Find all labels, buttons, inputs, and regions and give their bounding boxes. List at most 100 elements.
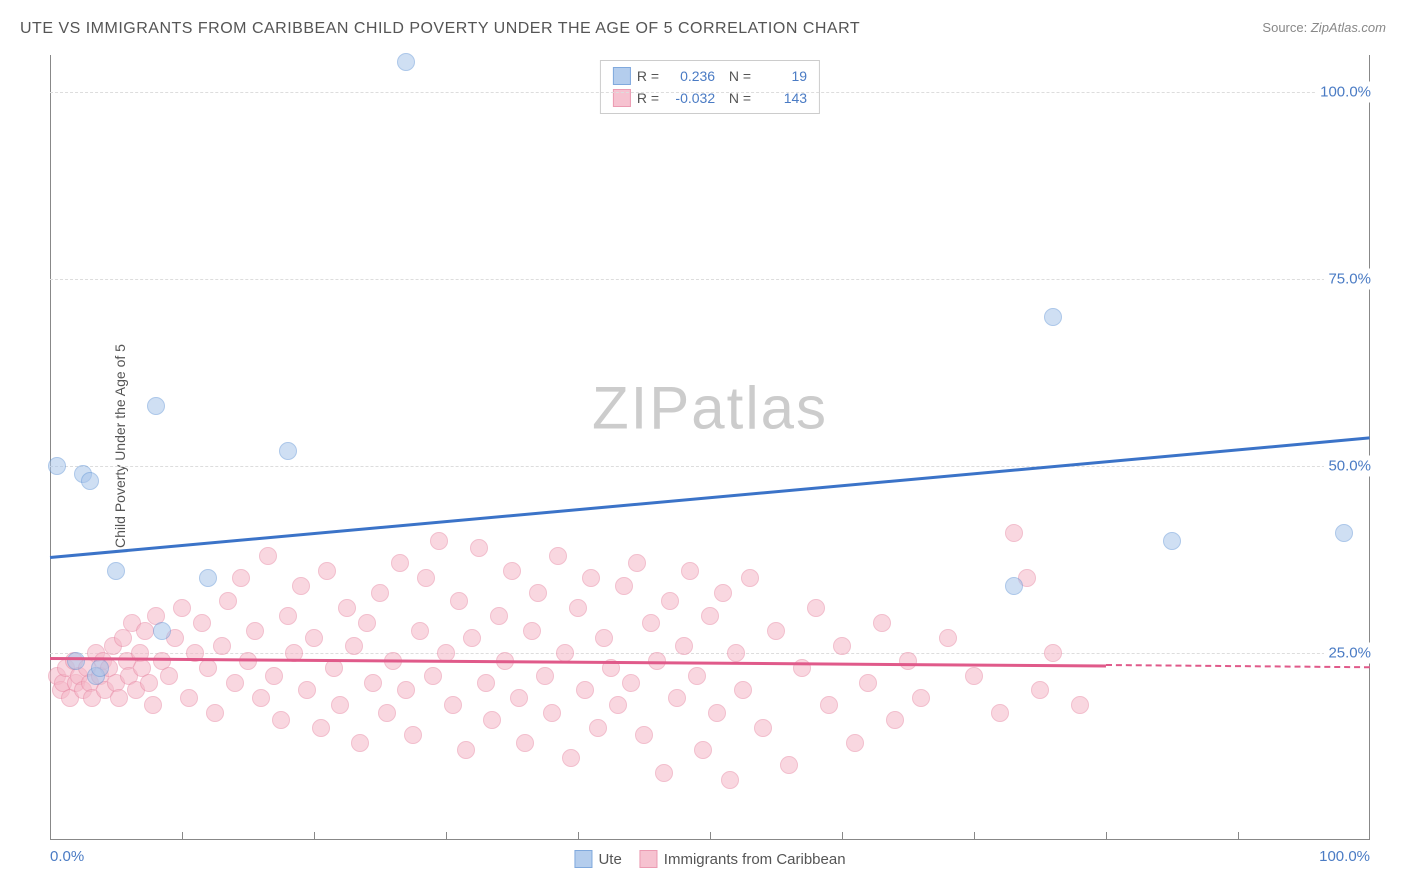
- x-tick-mark: [842, 832, 843, 840]
- caribbean-point: [272, 711, 290, 729]
- caribbean-point: [292, 577, 310, 595]
- caribbean-point: [351, 734, 369, 752]
- x-tick-max: 100.0%: [1319, 848, 1370, 865]
- caribbean-point: [252, 689, 270, 707]
- ute-point: [279, 442, 297, 460]
- caribbean-point: [899, 652, 917, 670]
- caribbean-point: [655, 764, 673, 782]
- caribbean-legend-label: Immigrants from Caribbean: [664, 851, 846, 868]
- caribbean-point: [1071, 696, 1089, 714]
- caribbean-point: [991, 704, 1009, 722]
- caribbean-point: [193, 614, 211, 632]
- caribbean-point: [734, 681, 752, 699]
- x-tick-min: 0.0%: [50, 848, 84, 865]
- legend-row-caribbean: R = -0.032 N = 143: [613, 87, 807, 109]
- watermark-atlas: atlas: [691, 375, 828, 442]
- correlation-legend: R = 0.236 N = 19 R = -0.032 N = 143: [600, 60, 820, 114]
- caribbean-point: [622, 674, 640, 692]
- caribbean-point: [701, 607, 719, 625]
- caribbean-point: [444, 696, 462, 714]
- caribbean-point: [807, 599, 825, 617]
- caribbean-point: [661, 592, 679, 610]
- caribbean-point: [279, 607, 297, 625]
- caribbean-point: [338, 599, 356, 617]
- caribbean-swatch-icon: [640, 850, 658, 868]
- x-tick-mark: [182, 832, 183, 840]
- caribbean-point: [628, 554, 646, 572]
- ute-point: [147, 397, 165, 415]
- legend-row-ute: R = 0.236 N = 19: [613, 65, 807, 87]
- caribbean-point: [364, 674, 382, 692]
- caribbean-point: [886, 711, 904, 729]
- caribbean-point: [714, 584, 732, 602]
- caribbean-point: [213, 637, 231, 655]
- caribbean-point: [160, 667, 178, 685]
- n-label: N =: [721, 68, 751, 84]
- caribbean-point: [727, 644, 745, 662]
- y-tick-label: 50.0%: [1324, 456, 1375, 477]
- caribbean-point: [404, 726, 422, 744]
- ute-point: [81, 472, 99, 490]
- ute-point: [397, 53, 415, 71]
- caribbean-point: [331, 696, 349, 714]
- caribbean-point: [345, 637, 363, 655]
- right-axis-line: [1369, 55, 1370, 840]
- watermark: ZIPatlas: [592, 374, 828, 443]
- caribbean-point: [939, 629, 957, 647]
- caribbean-point: [767, 622, 785, 640]
- caribbean-point: [378, 704, 396, 722]
- caribbean-point: [140, 674, 158, 692]
- caribbean-point: [318, 562, 336, 580]
- caribbean-point: [615, 577, 633, 595]
- ute-point: [1005, 577, 1023, 595]
- ute-legend-label: Ute: [598, 851, 621, 868]
- caribbean-point: [298, 681, 316, 699]
- gridline: [50, 92, 1370, 93]
- caribbean-point: [424, 667, 442, 685]
- gridline: [50, 466, 1370, 467]
- caribbean-point: [754, 719, 772, 737]
- caribbean-point: [688, 667, 706, 685]
- ute-point: [1163, 532, 1181, 550]
- caribbean-point: [450, 592, 468, 610]
- caribbean-point: [529, 584, 547, 602]
- caribbean-point: [411, 622, 429, 640]
- caribbean-point: [595, 629, 613, 647]
- ute-n-value: 19: [757, 68, 807, 84]
- chart-title: UTE VS IMMIGRANTS FROM CARIBBEAN CHILD P…: [20, 20, 860, 38]
- caribbean-point: [232, 569, 250, 587]
- caribbean-point: [675, 637, 693, 655]
- caribbean-point: [358, 614, 376, 632]
- scatter-chart: ZIPatlas R = 0.236 N = 19 R = -0.032 N =…: [50, 55, 1370, 840]
- caribbean-point: [965, 667, 983, 685]
- caribbean-point: [642, 614, 660, 632]
- caribbean-point: [708, 704, 726, 722]
- caribbean-point: [199, 659, 217, 677]
- y-tick-label: 75.0%: [1324, 269, 1375, 290]
- x-tick-mark: [1106, 832, 1107, 840]
- caribbean-point: [681, 562, 699, 580]
- y-axis-line: [50, 55, 51, 840]
- caribbean-point: [173, 599, 191, 617]
- caribbean-point: [859, 674, 877, 692]
- caribbean-point: [110, 689, 128, 707]
- caribbean-point: [226, 674, 244, 692]
- caribbean-point: [1031, 681, 1049, 699]
- caribbean-point: [536, 667, 554, 685]
- trend-line-dashed: [1106, 664, 1370, 668]
- caribbean-point: [477, 674, 495, 692]
- ute-point: [107, 562, 125, 580]
- series-legend: Ute Immigrants from Caribbean: [574, 850, 845, 868]
- source-label: Source:: [1262, 20, 1307, 35]
- caribbean-point: [510, 689, 528, 707]
- caribbean-point: [180, 689, 198, 707]
- caribbean-point: [1044, 644, 1062, 662]
- caribbean-point: [912, 689, 930, 707]
- x-tick-mark: [710, 832, 711, 840]
- source-value: ZipAtlas.com: [1311, 20, 1386, 35]
- caribbean-point: [721, 771, 739, 789]
- caribbean-point: [305, 629, 323, 647]
- caribbean-point: [136, 622, 154, 640]
- source-attribution: Source: ZipAtlas.com: [1262, 20, 1386, 35]
- caribbean-point: [397, 681, 415, 699]
